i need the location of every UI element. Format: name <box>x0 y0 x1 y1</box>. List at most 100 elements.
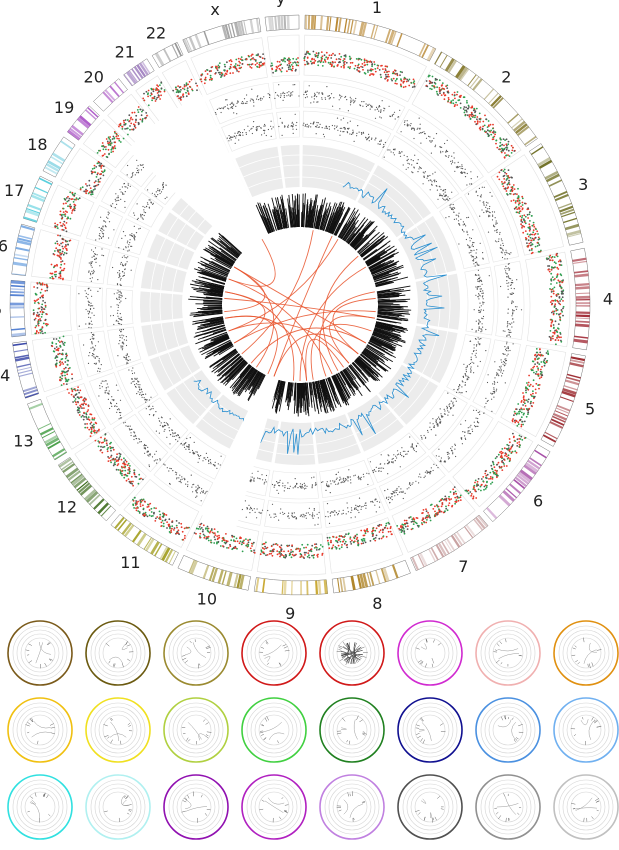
ideogram-cytoband <box>342 577 347 592</box>
baf-point <box>336 477 338 479</box>
baf-point <box>308 125 310 127</box>
baf-point <box>388 455 390 457</box>
baf-point <box>478 422 480 424</box>
baf-point <box>470 251 472 253</box>
baf-point <box>411 483 413 485</box>
sv-bar <box>351 234 364 248</box>
cnv-point <box>530 395 533 397</box>
cnv-point <box>403 80 405 83</box>
baf-point <box>455 218 457 220</box>
cnv-point <box>133 507 136 509</box>
cnv-point <box>521 420 524 423</box>
baf-point <box>313 476 315 478</box>
ideogram-cytoband <box>361 22 368 37</box>
baf-point <box>341 481 343 483</box>
cnv-point <box>452 102 455 105</box>
cnv-point <box>549 288 551 290</box>
sv-bar <box>320 380 325 394</box>
cnv-point <box>554 320 557 323</box>
ideogram-cytoband <box>488 92 499 104</box>
cnv-point <box>516 200 519 203</box>
cnv-point <box>501 143 504 146</box>
baf-point <box>496 222 498 224</box>
ideogram-cytoband <box>233 573 239 588</box>
cnv-point <box>534 388 537 391</box>
baf-point <box>512 292 515 294</box>
baf-point <box>505 358 507 360</box>
ideogram-cytoband <box>554 193 569 202</box>
cnv-point <box>133 471 136 474</box>
cnv-point <box>475 107 478 110</box>
cnv-point <box>100 436 102 439</box>
baf-point <box>509 336 511 338</box>
sv-bar <box>315 381 323 408</box>
baf-point <box>445 149 448 151</box>
baf-point <box>446 198 449 200</box>
cnv-point <box>446 509 449 512</box>
baf-point <box>133 431 135 433</box>
baf-point <box>392 461 394 463</box>
sv-bar <box>221 359 246 384</box>
baf-point <box>500 359 502 361</box>
cnv-point <box>486 129 489 132</box>
sv-bar <box>309 382 313 396</box>
cnv-point <box>482 125 484 128</box>
baf-point <box>406 488 408 490</box>
cnv-point <box>480 478 483 480</box>
cnv-point <box>343 62 345 64</box>
baf-point <box>410 123 412 125</box>
cnv-point <box>519 215 522 218</box>
cnv-point <box>331 546 334 549</box>
baf-point <box>188 448 190 450</box>
baf-point <box>110 401 112 403</box>
baf-point <box>396 487 398 490</box>
sv-bar <box>373 266 404 279</box>
cnv-point <box>493 466 496 469</box>
baf-point <box>460 167 462 169</box>
cnv-point <box>429 516 431 519</box>
baf-point <box>195 451 197 453</box>
density-gridline <box>302 154 371 173</box>
baf-point <box>155 459 157 461</box>
cnv-point <box>491 478 494 480</box>
ideogram-cytoband <box>208 567 216 581</box>
cnv-point <box>535 382 538 385</box>
cnv-point <box>323 54 326 57</box>
cnv-point <box>391 72 394 75</box>
baf-point <box>485 350 487 352</box>
cnv-point <box>467 492 470 495</box>
baf-point <box>364 504 366 506</box>
cnv-point <box>386 70 388 73</box>
cnv-point <box>207 535 210 538</box>
cnv-point <box>561 296 564 299</box>
baf-point <box>104 392 106 394</box>
baf-point <box>178 437 180 439</box>
baf-point <box>135 438 137 440</box>
cnv-point <box>171 521 174 523</box>
baf-point <box>101 380 103 382</box>
baf-point <box>390 151 392 153</box>
cnv-point <box>472 109 475 112</box>
cnv-point <box>470 493 473 495</box>
baf-point <box>333 510 335 512</box>
cnv-point <box>378 69 381 71</box>
cnv-point <box>216 538 219 541</box>
cnv-point <box>470 111 473 114</box>
baf-point <box>172 433 174 435</box>
sv-bar <box>360 353 377 367</box>
cnv-point <box>315 549 318 551</box>
cnv-point <box>532 392 534 395</box>
cnv-point <box>512 184 515 186</box>
baf-point <box>417 442 419 444</box>
baf-point <box>395 489 397 491</box>
baf-point <box>187 484 189 486</box>
baf-point <box>135 435 137 437</box>
sv-bar <box>352 362 369 381</box>
sv-bar <box>377 309 409 313</box>
cnv-point <box>276 544 279 546</box>
baf-point <box>411 171 413 173</box>
cnv-point <box>311 544 314 547</box>
cnv-point <box>483 130 486 133</box>
baf-point <box>457 166 459 168</box>
baf-point <box>352 99 354 101</box>
